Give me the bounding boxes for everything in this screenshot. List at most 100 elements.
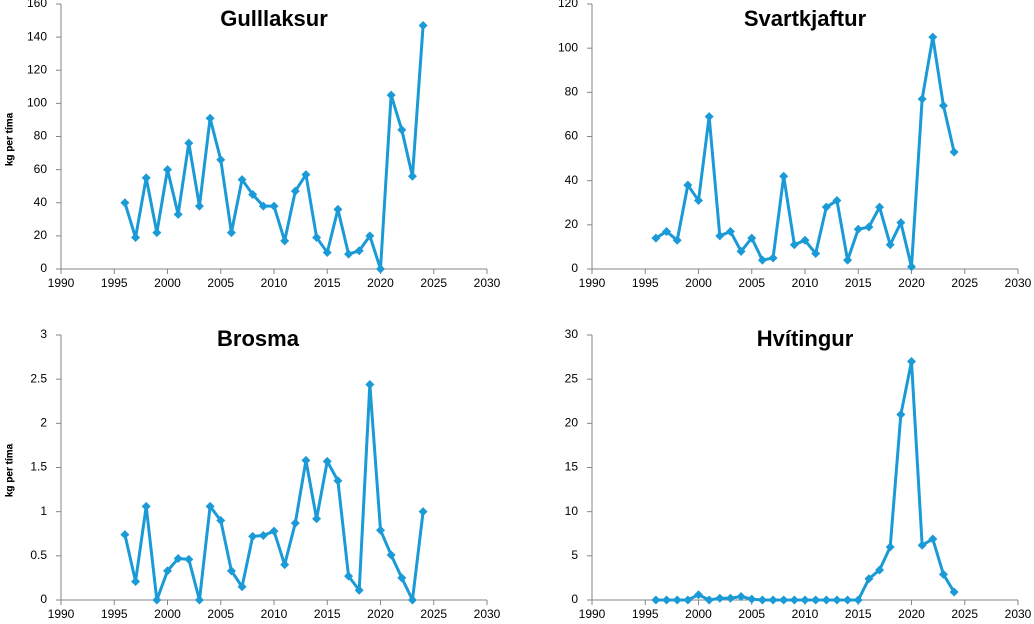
- data-point: [662, 226, 672, 236]
- data-line: [123, 25, 425, 271]
- data-point: [386, 550, 396, 560]
- data-point: [386, 90, 396, 100]
- x-tick-label: 1995: [101, 607, 128, 621]
- x-tick-label: 2020: [367, 276, 394, 290]
- x-tick-label: 2030: [474, 607, 501, 621]
- x-tick-label: 2025: [951, 607, 978, 621]
- y-tick-label: 0: [571, 592, 578, 606]
- data-point: [258, 531, 268, 541]
- data-point: [768, 253, 778, 263]
- data-point: [248, 189, 258, 199]
- y-tick-label: 0: [571, 261, 578, 275]
- y-tick-label: 25: [565, 371, 579, 385]
- x-tick-label: 1995: [632, 607, 659, 621]
- data-point: [131, 233, 141, 243]
- data-point: [397, 573, 407, 583]
- data-point: [938, 569, 948, 579]
- data-point: [322, 247, 332, 257]
- data-point: [864, 574, 874, 584]
- data-point: [407, 171, 417, 181]
- data-point: [885, 240, 895, 250]
- y-axis-label: kg per tíma: [5, 112, 16, 166]
- data-point: [821, 202, 831, 212]
- y-tick-label: 3: [40, 327, 47, 341]
- data-point: [333, 476, 343, 486]
- data-point: [725, 226, 735, 236]
- data-point: [269, 526, 279, 536]
- data-point: [672, 235, 682, 245]
- y-tick-label: 140: [27, 29, 47, 43]
- x-tick-label: 1990: [579, 607, 606, 621]
- data-point: [120, 198, 130, 208]
- data-point: [672, 595, 682, 605]
- y-tick-label: 40: [565, 173, 579, 187]
- y-tick-label: 1.5: [30, 460, 47, 474]
- x-tick-label: 2005: [207, 276, 234, 290]
- data-point: [662, 595, 672, 605]
- data-point: [864, 222, 874, 232]
- data-point: [173, 209, 183, 219]
- x-tick-label: 2010: [792, 276, 819, 290]
- data-point: [683, 180, 693, 190]
- data-point: [757, 255, 767, 265]
- data-point: [928, 32, 938, 42]
- x-tick-label: 1990: [48, 607, 75, 621]
- data-point: [258, 201, 268, 211]
- data-point: [725, 593, 735, 603]
- data-point: [141, 501, 151, 511]
- x-tick-label: 2020: [367, 607, 394, 621]
- x-tick-label: 1990: [48, 276, 75, 290]
- data-point: [344, 249, 354, 259]
- x-tick-label: 2025: [420, 276, 447, 290]
- data-point: [333, 204, 343, 214]
- data-point: [237, 175, 247, 185]
- data-point: [322, 456, 332, 466]
- data-point: [194, 201, 204, 211]
- x-tick-label: 2015: [314, 607, 341, 621]
- data-point: [280, 236, 290, 246]
- data-point: [163, 566, 172, 576]
- data-point: [736, 246, 746, 256]
- y-tick-label: 20: [565, 217, 579, 231]
- data-point: [290, 186, 300, 196]
- data-point: [312, 514, 322, 524]
- data-point: [407, 595, 417, 605]
- data-point: [418, 507, 428, 517]
- y-tick-label: 10: [565, 504, 579, 518]
- y-tick-label: 120: [558, 0, 578, 10]
- y-tick-label: 0: [40, 261, 47, 275]
- data-point: [152, 595, 162, 605]
- data-point: [694, 196, 703, 206]
- data-point: [141, 173, 151, 183]
- data-point: [907, 357, 916, 366]
- y-tick-label: 5: [571, 548, 578, 562]
- y-tick-label: 0: [40, 592, 47, 606]
- data-line: [655, 35, 956, 269]
- y-tick-label: 40: [34, 195, 48, 209]
- x-tick-label: 1995: [632, 276, 659, 290]
- data-point: [917, 540, 927, 550]
- x-tick-label: 2010: [261, 276, 288, 290]
- y-tick-label: 20: [34, 228, 48, 242]
- data-point: [184, 554, 194, 564]
- data-point: [216, 516, 226, 525]
- x-tick-label: 1995: [101, 276, 128, 290]
- data-point: [800, 595, 810, 605]
- data-point: [365, 231, 375, 241]
- data-point: [843, 255, 853, 265]
- data-point: [821, 595, 831, 605]
- data-point: [216, 155, 226, 165]
- data-point: [683, 595, 693, 605]
- data-point: [376, 264, 385, 274]
- data-point: [938, 101, 948, 111]
- x-tick-label: 2005: [738, 607, 765, 621]
- x-tick-label: 2025: [951, 276, 978, 290]
- data-point: [843, 595, 853, 605]
- data-point: [651, 233, 661, 243]
- data-point: [173, 553, 183, 563]
- data-point: [248, 531, 258, 541]
- data-point: [853, 595, 863, 605]
- data-point: [397, 125, 407, 135]
- data-point: [205, 501, 215, 511]
